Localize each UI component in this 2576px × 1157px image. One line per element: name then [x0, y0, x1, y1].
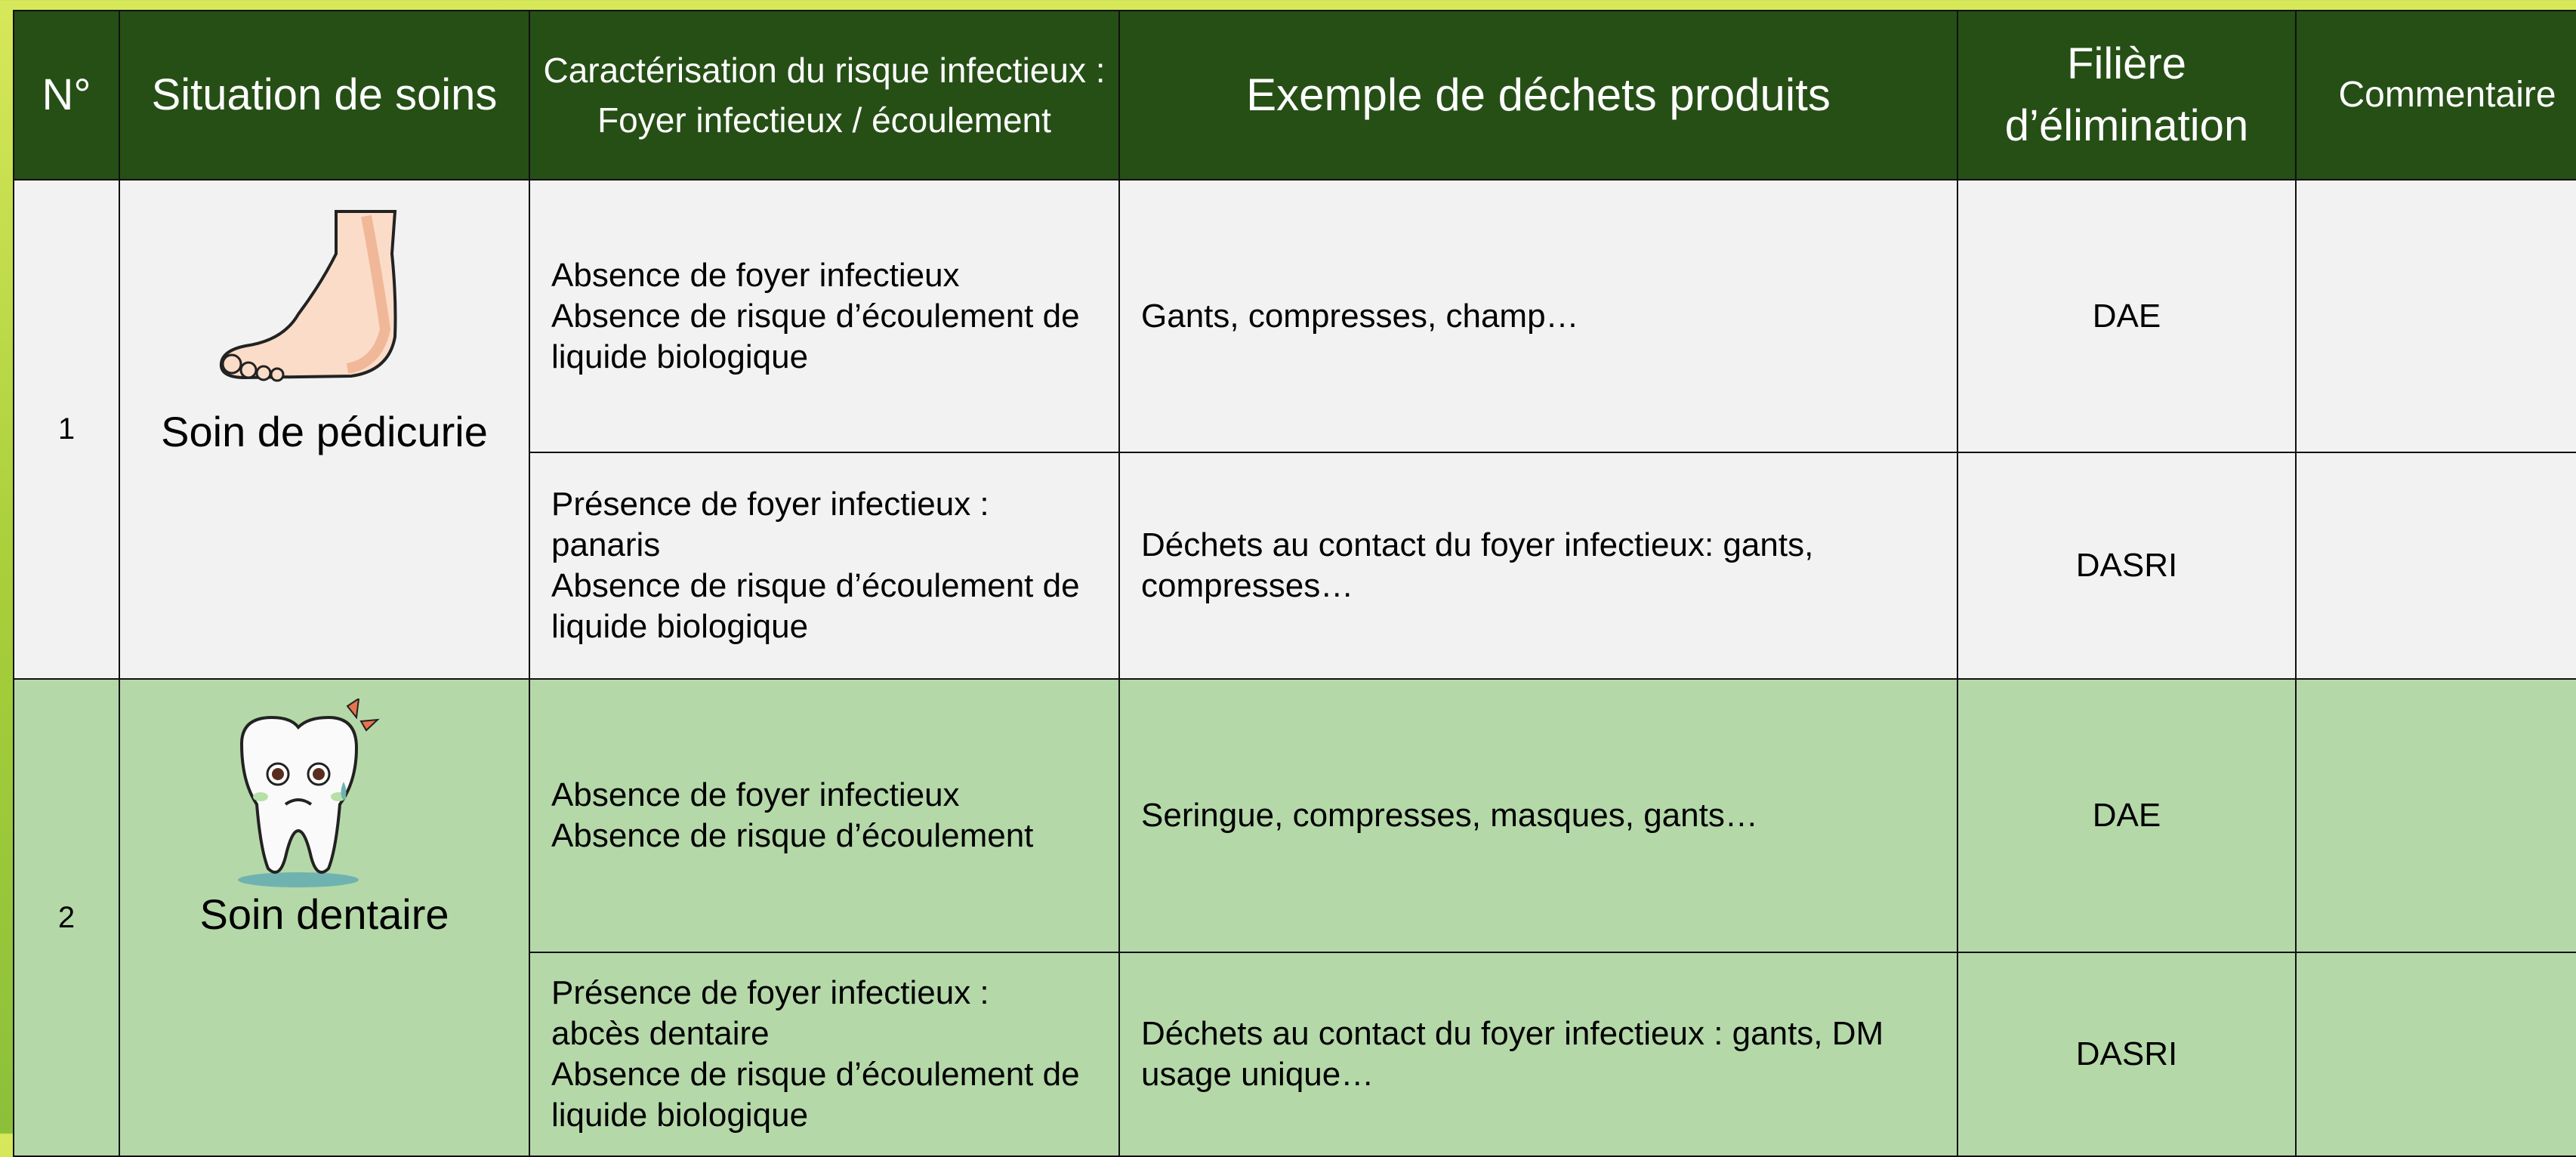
risk-text: Absence de foyer infectieux Absence de ri… — [530, 255, 1118, 378]
header-text: Caractérisation du risque infectieux : — [543, 51, 1106, 90]
channel-text: DAE — [2092, 797, 2161, 834]
comment-cell — [2295, 452, 2576, 680]
channel-text: DAE — [2092, 297, 2161, 335]
number-cell: 2 — [13, 678, 120, 1157]
tooth-icon — [238, 699, 380, 887]
header-text: Exemple de déchets produits — [1246, 69, 1831, 120]
comment-cell — [2295, 952, 2576, 1157]
header-cell: Commentaire — [2295, 10, 2576, 180]
header-text: Commentaire — [2338, 75, 2556, 115]
risk-line: Absence de risque d’écoulement de liquid… — [551, 567, 1080, 645]
channel-cell: DASRI — [1957, 952, 2297, 1157]
comment-cell — [2295, 179, 2576, 453]
number-cell: 1 — [13, 179, 120, 680]
channel-cell: DAE — [1957, 678, 2297, 953]
risk-line: Absence de risque d’écoulement de liquid… — [551, 1056, 1080, 1134]
header-cell: Situation de soins — [119, 10, 530, 180]
risk-line: Absence de risque d’écoulement — [551, 817, 1034, 854]
risk-line: abcès dentaire — [551, 1015, 770, 1052]
waste-cell: Seringue, compresses, masques, gants… — [1118, 678, 1958, 953]
comment-cell — [2295, 678, 2576, 953]
situation-cell: Soin de pédicurie — [119, 179, 530, 680]
channel-text: DASRI — [2075, 547, 2178, 584]
foot-icon — [219, 210, 397, 382]
header-text: Situation de soins — [151, 70, 498, 119]
risk-text: Présence de foyer infectieux : panaris Abs… — [530, 484, 1118, 647]
header-cell: Caractérisation du risque infectieux : Fo… — [529, 10, 1120, 180]
waste-text: Déchets au contact du foyer infectieux :… — [1141, 1015, 1884, 1093]
risk-cell: Présence de foyer infectieux : abcès dent… — [529, 952, 1120, 1157]
channel-cell: DAE — [1957, 179, 2297, 453]
channel-text: DASRI — [2075, 1035, 2178, 1072]
waste-cell: Déchets au contact du foyer infectieux :… — [1118, 952, 1958, 1157]
header-cell: Exemple de déchets produits — [1118, 10, 1958, 180]
waste-cell: Gants, compresses, champ… — [1118, 179, 1958, 453]
risk-cell: Absence de foyer infectieux Absence de ri… — [529, 179, 1120, 453]
waste-cell: Déchets au contact du foyer infectieux: … — [1118, 452, 1958, 680]
header-text: Filière d’élimination — [2004, 39, 2249, 150]
situation-label: Soin dentaire — [199, 890, 449, 938]
risk-cell: Présence de foyer infectieux : panaris Abs… — [529, 452, 1120, 680]
risk-line: Absence de foyer infectieux — [551, 256, 960, 294]
risk-text: Présence de foyer infectieux : abcès dent… — [530, 973, 1118, 1136]
risk-line: Présence de foyer infectieux : — [551, 974, 989, 1011]
channel-cell: DASRI — [1957, 452, 2297, 680]
waste-text: Déchets au contact du foyer infectieux: … — [1141, 526, 1814, 604]
situation-label: Soin de pédicurie — [161, 408, 488, 455]
risk-line: Absence de risque d’écoulement de liquid… — [551, 297, 1080, 375]
header-text: Foyer infectieux / écoulement — [597, 100, 1051, 140]
row-number: 1 — [57, 412, 76, 446]
risk-text: Absence de foyer infectieux Absence de ri… — [530, 775, 1118, 856]
waste-text: Seringue, compresses, masques, gants… — [1141, 797, 1758, 834]
waste-text: Gants, compresses, champ… — [1141, 297, 1579, 335]
risk-line: panaris — [551, 526, 661, 563]
row-number: 2 — [57, 900, 76, 934]
risk-line: Présence de foyer infectieux : — [551, 486, 989, 523]
header-cell: N° — [13, 10, 120, 180]
risk-cell: Absence de foyer infectieux Absence de ri… — [529, 678, 1120, 953]
header-cell: Filière d’élimination — [1957, 10, 2297, 180]
header-text: N° — [42, 70, 91, 119]
risk-line: Absence de foyer infectieux — [551, 776, 960, 813]
